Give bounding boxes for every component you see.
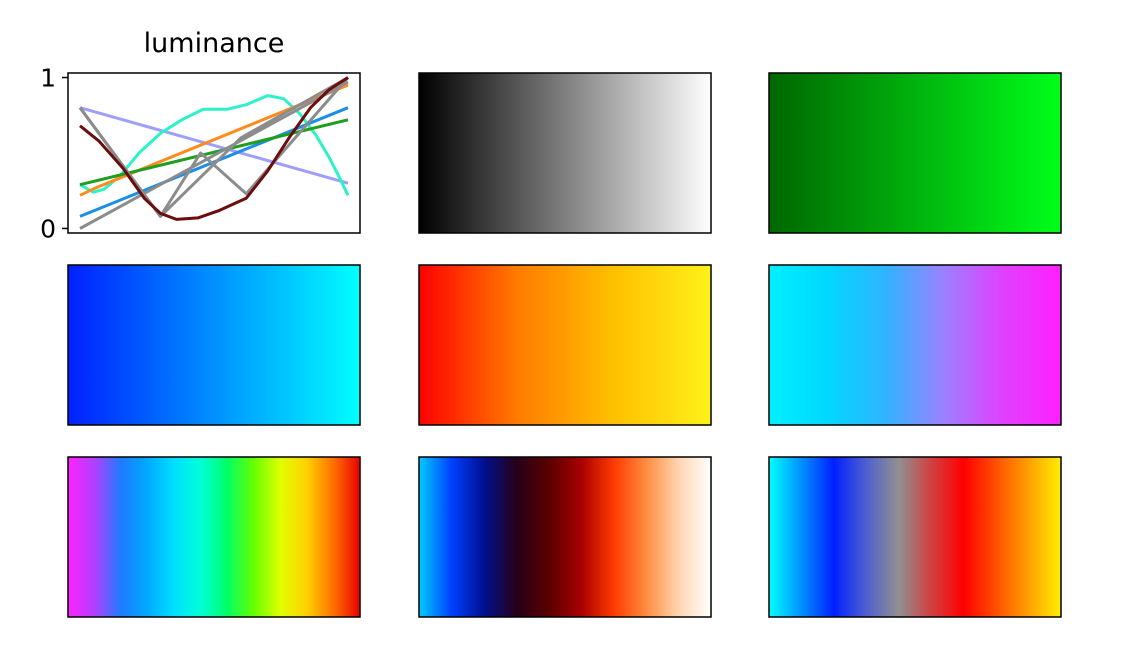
colormap-panel-1 — [418, 72, 712, 234]
colormap-panel-8 — [768, 456, 1062, 618]
series-group — [78, 76, 350, 230]
chart-title: luminance — [144, 28, 285, 59]
series-line-8 — [79, 76, 349, 221]
series-line-6 — [78, 76, 350, 218]
series-line-2 — [79, 83, 349, 197]
colormap-panel-4 — [418, 264, 712, 426]
y-tick-group: 01 — [40, 64, 68, 243]
colormap-panel-3 — [67, 264, 361, 426]
colormap-panel-2 — [768, 72, 1062, 234]
luminance-chart: luminance 01 — [40, 28, 361, 243]
y-tick-label-1: 1 — [40, 64, 56, 93]
colormap-panel-7 — [418, 456, 712, 618]
y-tick-label-0: 0 — [40, 214, 56, 243]
colormap-panel-6 — [67, 456, 361, 618]
series-line-4 — [79, 118, 349, 187]
series-line-0 — [79, 106, 349, 185]
plot-frame — [67, 72, 361, 234]
colormap-panel-5 — [768, 264, 1062, 426]
colormap-panels — [67, 72, 1062, 618]
series-line-7 — [79, 80, 349, 230]
